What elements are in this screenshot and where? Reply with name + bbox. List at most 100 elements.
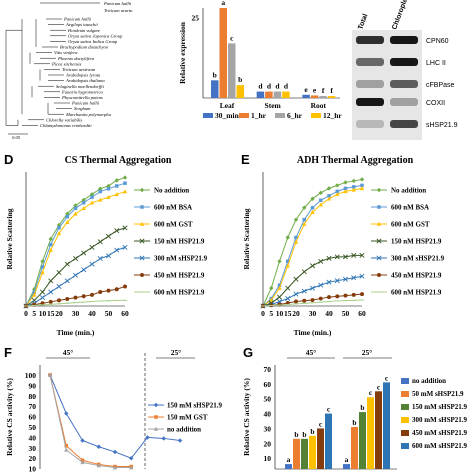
data-point bbox=[89, 261, 95, 267]
data-point bbox=[360, 292, 364, 297]
species-label: Selaginella moellendorffii bbox=[56, 84, 105, 89]
data-point bbox=[343, 189, 348, 194]
band-label: LHC II bbox=[426, 60, 446, 67]
x-tick-label: 5 bbox=[32, 309, 36, 318]
legend-label: 450 mM sHSP21.9 bbox=[412, 429, 468, 437]
data-point bbox=[269, 297, 274, 302]
data-point bbox=[309, 263, 316, 269]
legend-label: 450 nM HSP21.9 bbox=[391, 272, 442, 280]
data-point bbox=[114, 287, 119, 292]
legend-label: 30_min bbox=[215, 111, 240, 120]
blot-band bbox=[356, 36, 384, 44]
data-point bbox=[90, 195, 94, 199]
data-point bbox=[40, 259, 45, 264]
bar bbox=[236, 85, 244, 98]
legend-marker bbox=[376, 255, 382, 261]
data-point bbox=[40, 301, 45, 306]
data-point bbox=[81, 294, 86, 299]
significance-letter: c bbox=[319, 419, 323, 428]
bar bbox=[302, 94, 310, 98]
data-point bbox=[106, 194, 111, 199]
species-label: Chlamydomonas reinhardtii bbox=[40, 123, 92, 128]
legend-label: 6_hr bbox=[287, 111, 303, 120]
legend-swatch bbox=[401, 417, 409, 423]
blot-band bbox=[390, 58, 418, 66]
legend-marker bbox=[139, 221, 145, 226]
legend-swatch bbox=[239, 113, 249, 118]
data-point bbox=[73, 211, 78, 216]
data-point bbox=[318, 296, 323, 301]
data-point bbox=[285, 235, 290, 240]
data-point bbox=[129, 456, 134, 461]
data-point bbox=[276, 294, 283, 300]
legend-marker bbox=[140, 205, 144, 209]
x-category-label: Stem bbox=[265, 101, 282, 110]
data-point bbox=[129, 465, 134, 470]
significance-letter: c bbox=[385, 373, 389, 382]
data-point bbox=[351, 275, 357, 281]
data-point bbox=[310, 205, 315, 210]
data-point bbox=[327, 295, 331, 300]
species-label: Physcomitrella patens bbox=[61, 95, 103, 100]
data-point bbox=[64, 447, 69, 452]
bar bbox=[301, 438, 308, 469]
legend-swatch bbox=[401, 391, 409, 397]
data-point bbox=[276, 299, 283, 305]
bar bbox=[383, 382, 390, 469]
legend-swatch bbox=[275, 113, 285, 118]
western-blot-panel: Total Chloroplast prep. CPN60 LHC II cFBPase… bbox=[352, 0, 458, 140]
data-point bbox=[342, 276, 349, 282]
legend-marker bbox=[376, 221, 382, 226]
cs-aggregation-chart: D CS Thermal Aggregation Relative Scatteri… bbox=[4, 152, 208, 337]
data-point bbox=[122, 189, 128, 194]
data-point bbox=[343, 186, 348, 191]
legend-label: 600 nM GST bbox=[391, 221, 430, 229]
significance-letter: c bbox=[377, 382, 381, 391]
data-point bbox=[105, 253, 112, 259]
data-point bbox=[98, 197, 103, 202]
data-point bbox=[318, 190, 323, 196]
blot-band bbox=[356, 98, 384, 106]
data-point bbox=[326, 279, 332, 285]
legend-label: 150 nM HSP21.9 bbox=[154, 238, 205, 246]
data-point bbox=[351, 252, 357, 258]
y-tick-label: 40 bbox=[29, 433, 37, 442]
significance-letter: b bbox=[302, 430, 306, 439]
y-axis-title: Relative expression bbox=[178, 21, 187, 84]
data-point bbox=[65, 297, 70, 302]
data-point bbox=[318, 198, 323, 203]
data-point bbox=[122, 225, 128, 231]
data-point bbox=[310, 196, 315, 201]
y-tick-label: 10 bbox=[29, 465, 37, 474]
blot-band bbox=[356, 80, 384, 88]
data-point bbox=[64, 411, 69, 416]
legend-label: 150 nM HSP21.9 bbox=[391, 238, 442, 246]
legend-marker bbox=[153, 426, 159, 431]
y-axis-title: Relative Scattering bbox=[242, 208, 251, 269]
data-point bbox=[293, 276, 299, 282]
data-point bbox=[293, 291, 299, 297]
significance-letter: b bbox=[213, 70, 217, 79]
data-point bbox=[301, 269, 307, 275]
data-point bbox=[310, 210, 315, 214]
data-point bbox=[47, 372, 53, 377]
legend-swatch bbox=[401, 404, 409, 410]
significance-letter: e bbox=[313, 85, 317, 94]
data-point bbox=[326, 186, 332, 191]
data-point bbox=[32, 287, 37, 292]
legend-label: 600 nM BSA bbox=[391, 204, 429, 212]
bar bbox=[325, 413, 332, 469]
y-tick-label: 70 bbox=[29, 402, 37, 411]
x-tick-label: 15 bbox=[47, 309, 55, 318]
species-label: Aegilops tauschii bbox=[65, 22, 98, 27]
legend-label: no addition bbox=[412, 377, 446, 385]
data-point bbox=[57, 298, 61, 303]
adh-aggregation-chart: E ADH Thermal Aggregation Relative Scatter… bbox=[241, 152, 445, 337]
x-tick-label: 0 bbox=[261, 309, 265, 318]
x-tick-label: 40 bbox=[88, 309, 96, 318]
data-point bbox=[326, 255, 332, 261]
bar bbox=[343, 464, 350, 469]
legend-label: No addition bbox=[391, 187, 426, 195]
temperature-label: 45° bbox=[63, 348, 74, 357]
